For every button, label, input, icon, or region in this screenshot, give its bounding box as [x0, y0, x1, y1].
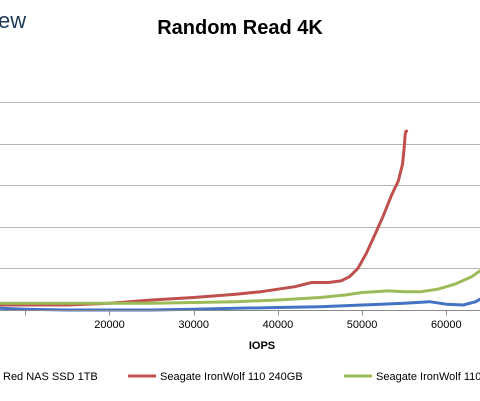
chart-title: Random Read 4K: [157, 17, 323, 39]
x-tick-label-3: 50000: [347, 319, 378, 331]
x-axis-label: IOPS: [249, 340, 275, 352]
series-line-2: [0, 269, 480, 305]
series-lines: [0, 129, 480, 312]
legend-label-1: Seagate IronWolf 110 240GB: [160, 371, 303, 383]
brand-text: ew: [0, 8, 26, 33]
legend-label-0: D Red NAS SSD 1TB: [0, 371, 98, 383]
series-line-1: [0, 129, 409, 307]
x-tick-label-0: 20000: [94, 319, 125, 331]
x-axis: [0, 310, 480, 316]
x-tick-labels: 20000 30000 40000 50000 60000: [94, 319, 461, 331]
x-tick-label-1: 30000: [178, 319, 209, 331]
x-tick-label-2: 40000: [263, 319, 294, 331]
legend-label-2: Seagate IronWolf 110: [376, 371, 480, 383]
x-tick-label-4: 60000: [431, 319, 462, 331]
gridlines: [0, 102, 480, 269]
legend: D Red NAS SSD 1TB Seagate IronWolf 110 24…: [0, 371, 480, 383]
